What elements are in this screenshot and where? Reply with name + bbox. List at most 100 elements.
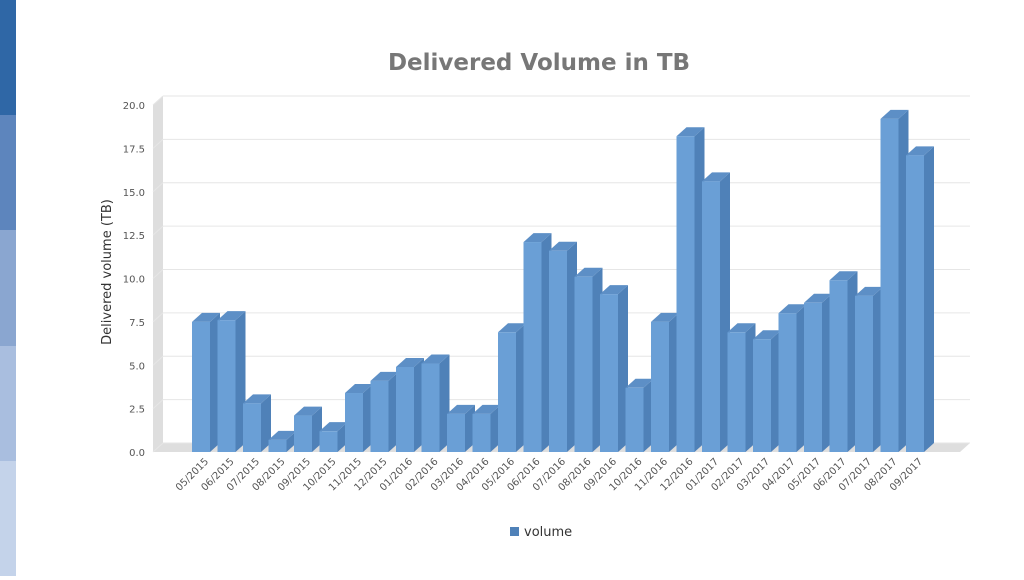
bar-front	[829, 280, 848, 452]
bar-front	[600, 294, 618, 452]
legend-label: volume	[524, 525, 572, 540]
bar-top	[268, 430, 297, 440]
legend[interactable]: volume	[510, 525, 572, 540]
bar[interactable]	[472, 404, 501, 452]
bar[interactable]	[880, 109, 909, 452]
y-axis-label: Delivered volume (TB)	[100, 199, 115, 345]
bar[interactable]	[676, 127, 705, 453]
bar-top	[192, 312, 220, 322]
grid-line-wall	[152, 182, 164, 193]
y-tick-label: 0.0	[129, 448, 145, 459]
bar-front	[447, 413, 465, 452]
side-color-strip	[0, 0, 16, 577]
y-tick-label: 17.5	[123, 144, 145, 155]
bar-front	[421, 363, 440, 452]
bar[interactable]	[727, 323, 756, 452]
bar-side	[924, 146, 934, 452]
bar[interactable]	[651, 312, 679, 452]
bar[interactable]	[625, 378, 654, 452]
bar-top	[243, 394, 271, 404]
bar[interactable]	[600, 285, 628, 452]
bar-top	[472, 404, 501, 414]
bar-front	[472, 413, 491, 452]
bar-front	[294, 415, 312, 452]
bar-front	[625, 387, 644, 452]
bar[interactable]	[549, 241, 577, 452]
bar-front	[855, 295, 873, 452]
side-strip-segment	[0, 460, 16, 577]
bar[interactable]	[217, 311, 246, 452]
bar-front	[651, 321, 669, 452]
bar-front	[243, 403, 261, 452]
y-tick-label: 20.0	[123, 101, 145, 112]
bar-top	[498, 323, 526, 333]
bar-front	[396, 366, 414, 452]
bar-front	[702, 181, 720, 452]
bar-front	[523, 242, 542, 452]
bar-top	[880, 109, 909, 119]
bar[interactable]	[829, 271, 858, 452]
chart-title: Delivered Volume in TB	[388, 50, 690, 76]
side-strip-segment	[0, 230, 16, 346]
bar-front	[906, 155, 924, 452]
bar-top	[906, 146, 934, 156]
bar[interactable]	[447, 404, 475, 452]
bar[interactable]	[855, 286, 883, 452]
y-tick-label: 7.5	[129, 318, 145, 329]
legend-swatch	[510, 527, 519, 536]
bar-top	[625, 378, 654, 388]
bar-top	[345, 384, 373, 394]
bar-front	[319, 431, 338, 452]
bar[interactable]	[243, 394, 271, 452]
bar-front	[498, 332, 516, 452]
bar[interactable]	[294, 406, 322, 452]
bar-top	[753, 330, 781, 340]
bar[interactable]	[778, 304, 807, 452]
bar[interactable]	[396, 357, 424, 452]
bar-front	[217, 320, 236, 452]
bar[interactable]	[370, 371, 399, 452]
y-tick-labels: 0.0 2.5 5.0 7.5 10.0 12.5 15.0 17.5 20.0	[123, 101, 145, 459]
bar-top	[217, 311, 246, 321]
bar[interactable]	[906, 146, 934, 452]
bar-front	[676, 136, 695, 453]
bar-top	[523, 233, 552, 243]
bar-front	[549, 250, 567, 452]
bar[interactable]	[804, 293, 832, 452]
bar[interactable]	[574, 267, 603, 452]
bar-front	[753, 339, 771, 452]
bar-top	[829, 271, 858, 281]
bar[interactable]	[523, 233, 552, 452]
bar[interactable]	[753, 330, 781, 452]
bar-top	[396, 357, 424, 367]
bar-top	[855, 286, 883, 296]
bar-top	[702, 172, 730, 182]
bar[interactable]	[192, 312, 220, 452]
grid-line-wall	[152, 442, 164, 453]
bars	[192, 109, 934, 453]
bar-top	[319, 422, 348, 432]
bar-top	[676, 127, 705, 137]
bar-top	[804, 293, 832, 303]
bar-front	[574, 276, 593, 452]
bar[interactable]	[498, 323, 526, 452]
bar-front	[268, 439, 287, 452]
grid-line-wall	[152, 269, 164, 279]
grid-line-wall	[152, 139, 164, 149]
bar-top	[447, 404, 475, 414]
bar-front	[727, 332, 746, 452]
bar[interactable]	[421, 354, 450, 452]
bar-top	[549, 241, 577, 251]
bar-front	[370, 380, 389, 452]
bar-top	[778, 304, 807, 314]
bar-front	[192, 321, 210, 452]
bar[interactable]	[345, 384, 373, 452]
bar-front	[778, 313, 797, 452]
bar[interactable]	[702, 172, 730, 452]
x-tick-labels: 05/201506/201507/201508/201509/201510/20…	[174, 456, 925, 493]
bar-top	[727, 323, 756, 333]
grid-line-wall	[152, 95, 164, 106]
side-strip-segment	[0, 115, 16, 231]
